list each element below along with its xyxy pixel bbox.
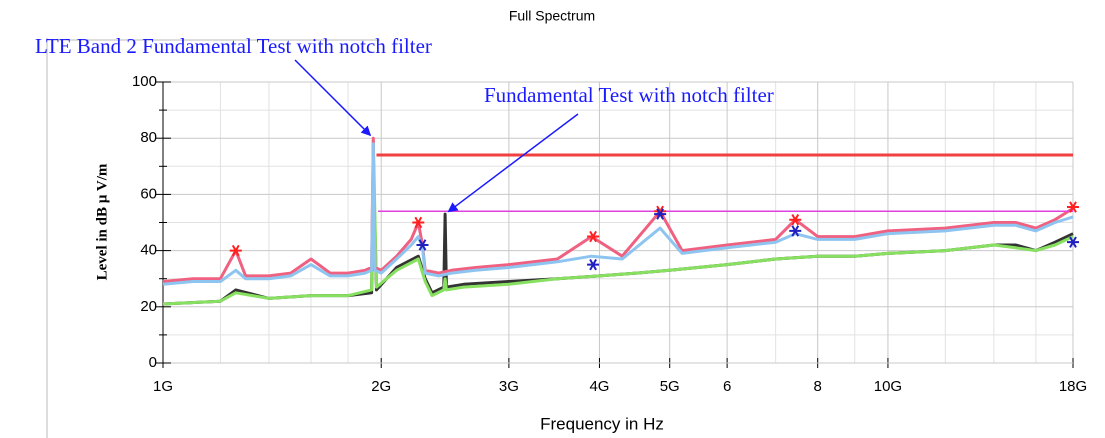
x-tick-label: 10G	[874, 378, 902, 395]
x-tick-label: 4G	[589, 378, 609, 395]
marker	[1067, 201, 1079, 213]
series-line	[162, 136, 1074, 283]
marker	[587, 230, 600, 243]
marker	[1067, 236, 1079, 248]
series-line	[162, 142, 1074, 286]
chart-title: Full Spectrum	[509, 8, 595, 24]
x-tick-label: 8	[814, 378, 822, 395]
y-tick-label: 80	[140, 129, 157, 146]
x-tick-label: 2G	[371, 378, 391, 395]
x-tick-label: 6	[723, 378, 731, 395]
x-tick-label: 18G	[1059, 378, 1087, 395]
annotation: Fundamental Test with notch filter	[484, 83, 774, 107]
marker	[416, 239, 429, 251]
x-axis-label: Frequency in Hz	[540, 414, 664, 433]
y-tick-label: 0	[149, 354, 157, 371]
marker	[587, 258, 600, 271]
series-line	[162, 139, 1074, 306]
series-line	[162, 164, 1074, 306]
annotation-arrow	[294, 59, 372, 137]
annotation-arrow	[447, 113, 579, 213]
y-tick-label: 100	[132, 73, 157, 90]
y-tick-label: 20	[140, 298, 157, 315]
y-tick-label: 60	[140, 185, 157, 202]
x-tick-label: 3G	[499, 378, 519, 395]
x-tick-label: 5G	[660, 378, 680, 395]
marker	[229, 244, 242, 257]
y-axis-label: Level in dB µ V/m	[94, 163, 110, 280]
grid: 1G 2G 3G 4G 5G 6 8 10G 18G 0 20 40 60 80 100	[132, 73, 1087, 395]
marker	[789, 225, 802, 237]
annotation: LTE Band 2 Fundamental Test with notch f…	[35, 34, 432, 58]
marker	[654, 208, 667, 220]
marker	[412, 216, 425, 229]
plot: LTE Band 2 Fundamental Test with notch f…	[35, 34, 1079, 306]
marker	[789, 213, 802, 226]
y-tick-label: 40	[140, 242, 157, 259]
x-tick-label: 1G	[153, 378, 173, 395]
